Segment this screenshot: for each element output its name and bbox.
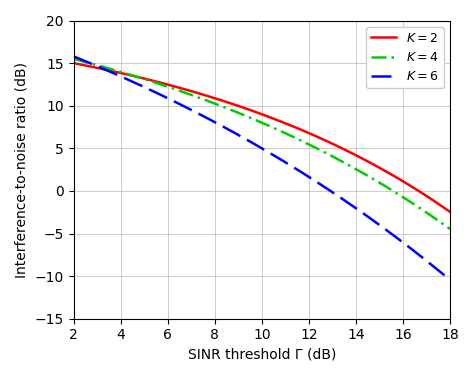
$K = 6$ bbox=[71, 54, 76, 58]
$K = 2$ bbox=[447, 210, 453, 214]
$K = 4$ bbox=[329, 154, 335, 158]
$K = 2$ bbox=[237, 104, 242, 109]
X-axis label: SINR threshold Γ (dB): SINR threshold Γ (dB) bbox=[188, 348, 336, 362]
$K = 6$ bbox=[109, 70, 115, 75]
$K = 2$ bbox=[371, 162, 377, 167]
$K = 2$ bbox=[223, 100, 228, 104]
$K = 4$ bbox=[365, 173, 370, 178]
$K = 4$ bbox=[71, 57, 76, 61]
Y-axis label: Interference-to-noise ratio (dB): Interference-to-noise ratio (dB) bbox=[15, 61, 29, 277]
Legend: $K = 2$, $K = 4$, $K = 6$: $K = 2$, $K = 4$, $K = 6$ bbox=[366, 27, 444, 88]
$K = 4$ bbox=[109, 67, 115, 72]
$K = 6$ bbox=[371, 219, 377, 223]
$K = 6$ bbox=[223, 126, 228, 130]
Line: $K = 4$: $K = 4$ bbox=[73, 59, 450, 229]
$K = 2$ bbox=[365, 159, 370, 163]
$K = 4$ bbox=[371, 177, 377, 182]
$K = 6$ bbox=[237, 133, 242, 138]
$K = 6$ bbox=[365, 214, 370, 218]
$K = 2$ bbox=[71, 61, 76, 65]
$K = 4$ bbox=[223, 106, 228, 110]
Line: $K = 2$: $K = 2$ bbox=[73, 63, 450, 212]
$K = 4$ bbox=[447, 227, 453, 231]
$K = 2$ bbox=[109, 69, 115, 73]
Line: $K = 6$: $K = 6$ bbox=[73, 56, 450, 280]
$K = 6$ bbox=[329, 190, 335, 194]
$K = 2$ bbox=[329, 141, 335, 146]
$K = 6$ bbox=[447, 278, 453, 282]
$K = 4$ bbox=[237, 111, 242, 115]
